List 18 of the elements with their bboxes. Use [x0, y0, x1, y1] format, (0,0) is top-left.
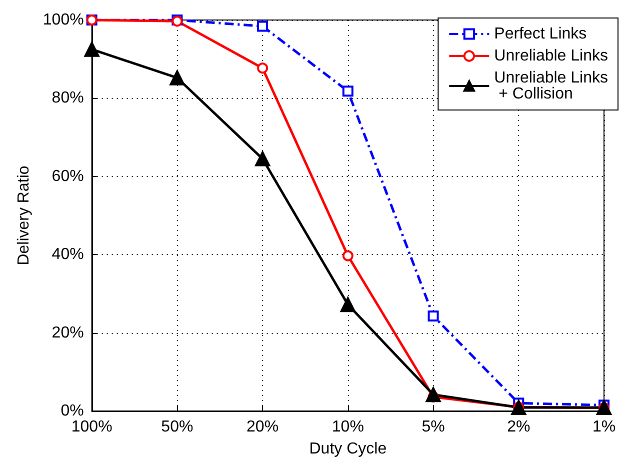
y-tick-label: 40%: [52, 246, 84, 264]
x-tick-label: 50%: [161, 418, 194, 436]
y-tick-label: 0%: [60, 402, 84, 420]
x-tick-label: 1%: [592, 418, 616, 436]
legend-label: Unreliable Links + Collision: [494, 70, 608, 102]
y-tick-label: 20%: [52, 324, 84, 342]
y-tick-label: 100%: [42, 12, 84, 28]
x-tick-label: 2%: [507, 418, 530, 436]
y-axis-title: Delivery Ratio: [16, 166, 32, 266]
x-tick-label: 5%: [422, 418, 445, 436]
legend-label: Unreliable Links: [494, 48, 608, 64]
x-tick-label: 20%: [246, 418, 279, 436]
x-tick-label: 100%: [71, 418, 112, 436]
legend-label: Perfect Links: [494, 26, 587, 42]
x-tick-label: 10%: [332, 418, 364, 436]
x-axis-title: Duty Cycle: [309, 440, 387, 458]
y-tick-label: 60%: [52, 168, 84, 185]
y-tick-label: 80%: [52, 90, 84, 107]
